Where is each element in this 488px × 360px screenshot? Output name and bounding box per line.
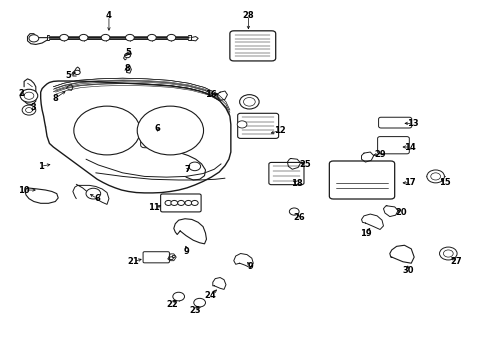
Circle shape xyxy=(20,89,38,102)
Text: 25: 25 xyxy=(299,161,311,170)
Circle shape xyxy=(177,201,184,206)
Text: 5: 5 xyxy=(125,48,131,57)
Text: 5: 5 xyxy=(65,71,71,80)
Text: 23: 23 xyxy=(188,306,200,315)
Circle shape xyxy=(74,70,80,75)
Text: 24: 24 xyxy=(204,291,216,300)
Text: 2: 2 xyxy=(18,89,24,98)
Text: 26: 26 xyxy=(293,213,305,222)
FancyBboxPatch shape xyxy=(229,31,275,61)
Circle shape xyxy=(74,106,140,155)
FancyBboxPatch shape xyxy=(268,162,304,185)
Text: 15: 15 xyxy=(439,178,450,187)
Circle shape xyxy=(147,35,156,41)
Circle shape xyxy=(237,121,246,128)
Text: 9: 9 xyxy=(247,262,253,271)
FancyBboxPatch shape xyxy=(141,127,184,148)
Circle shape xyxy=(172,292,184,301)
Circle shape xyxy=(243,98,255,106)
Text: 4: 4 xyxy=(106,11,112,20)
Circle shape xyxy=(193,298,205,307)
Circle shape xyxy=(60,35,68,41)
Text: 30: 30 xyxy=(401,266,413,275)
Text: 28: 28 xyxy=(242,10,254,19)
Circle shape xyxy=(79,35,88,41)
Text: 12: 12 xyxy=(273,126,285,135)
Circle shape xyxy=(184,201,191,206)
Text: 17: 17 xyxy=(404,178,415,187)
Text: 22: 22 xyxy=(166,300,178,309)
Circle shape xyxy=(166,35,175,41)
Text: 29: 29 xyxy=(373,150,385,159)
Circle shape xyxy=(164,201,171,206)
Circle shape xyxy=(426,170,444,183)
Circle shape xyxy=(101,35,110,41)
Text: 8: 8 xyxy=(52,94,58,103)
Circle shape xyxy=(430,173,440,180)
Text: 3: 3 xyxy=(31,103,37,112)
Circle shape xyxy=(443,250,452,257)
FancyBboxPatch shape xyxy=(160,194,201,212)
Circle shape xyxy=(439,247,456,260)
FancyBboxPatch shape xyxy=(143,252,169,263)
Text: 6: 6 xyxy=(94,194,100,203)
Text: 13: 13 xyxy=(406,119,418,128)
Circle shape xyxy=(86,188,101,199)
Circle shape xyxy=(22,105,36,115)
Circle shape xyxy=(137,106,203,155)
Text: 16: 16 xyxy=(205,90,217,99)
Circle shape xyxy=(29,35,39,42)
Text: 21: 21 xyxy=(127,257,139,266)
FancyBboxPatch shape xyxy=(329,161,394,199)
Circle shape xyxy=(124,53,130,58)
Text: 10: 10 xyxy=(18,185,30,194)
Circle shape xyxy=(25,108,32,113)
Circle shape xyxy=(172,255,175,257)
Circle shape xyxy=(170,201,177,206)
FancyBboxPatch shape xyxy=(378,117,411,128)
Text: 7: 7 xyxy=(183,166,189,175)
Text: 14: 14 xyxy=(404,143,415,152)
Circle shape xyxy=(125,35,134,41)
Text: 11: 11 xyxy=(148,203,160,212)
Text: 27: 27 xyxy=(450,257,462,266)
Circle shape xyxy=(188,162,200,171)
Circle shape xyxy=(289,208,299,215)
Text: 8: 8 xyxy=(124,64,130,73)
FancyBboxPatch shape xyxy=(237,113,278,138)
Circle shape xyxy=(24,92,34,99)
Text: 1: 1 xyxy=(38,162,43,171)
Text: 19: 19 xyxy=(359,229,370,238)
Circle shape xyxy=(169,257,173,260)
Circle shape xyxy=(239,95,259,109)
Circle shape xyxy=(191,201,198,206)
FancyBboxPatch shape xyxy=(377,136,408,154)
Text: 6: 6 xyxy=(154,123,161,132)
Text: 18: 18 xyxy=(291,179,303,188)
Text: 9: 9 xyxy=(183,247,189,256)
Text: 20: 20 xyxy=(395,208,407,217)
